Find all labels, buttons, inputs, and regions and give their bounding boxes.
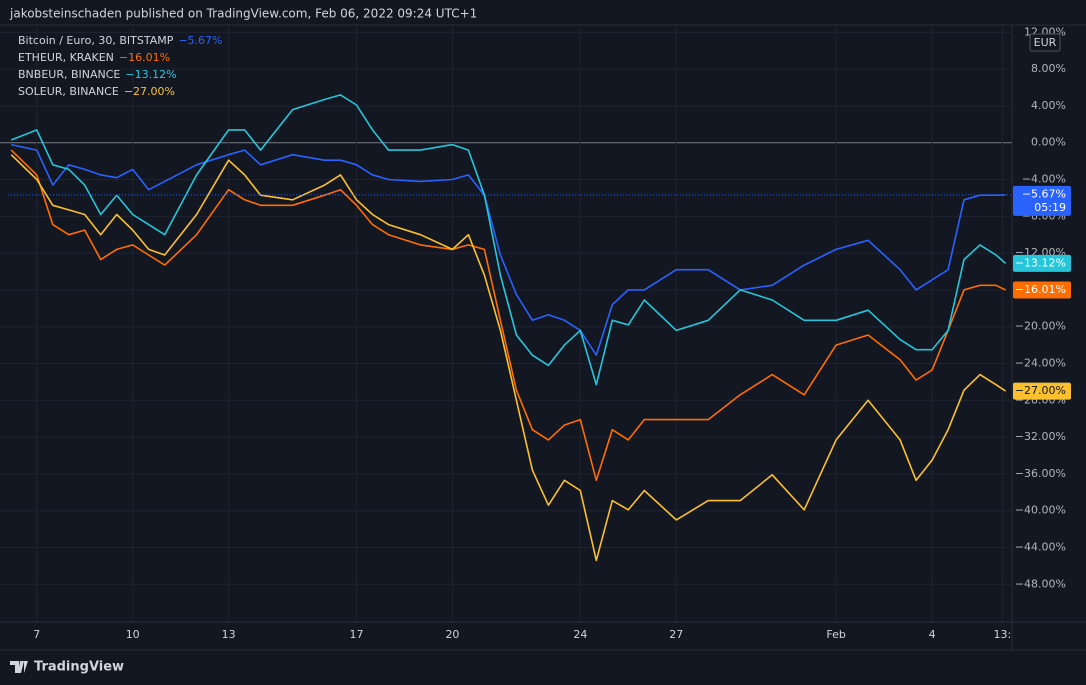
x-tick-label: 4 [929, 628, 936, 641]
y-tick-label: 8.00% [1031, 62, 1066, 75]
legend-name: ETHEUR, KRAKEN [18, 51, 114, 64]
y-tick-label: −32.00% [1015, 430, 1066, 443]
legend-value: −13.12% [125, 68, 176, 81]
y-tick-label: 0.00% [1031, 136, 1066, 149]
x-tick-label: 7 [33, 628, 40, 641]
logo-icon [10, 661, 28, 673]
series-line [10, 149, 1006, 482]
brand: TradingView [34, 660, 124, 675]
y-tick-label: −36.00% [1015, 467, 1066, 480]
legend-value: −5.67% [178, 34, 222, 47]
x-tick-label: 20 [445, 628, 459, 641]
legend-name: BNBEUR, BINANCE [18, 68, 120, 81]
axes: 12.00%8.00%4.00%0.00%−4.00%−8.00%−12.00%… [33, 25, 1071, 641]
y-tick-label: −20.00% [1015, 320, 1066, 333]
y-tick-label: −4.00% [1022, 173, 1066, 186]
x-tick-label: 27 [669, 628, 683, 641]
y-tick-label: −48.00% [1015, 577, 1066, 590]
legend-value: −16.01% [119, 51, 170, 64]
series-line [10, 94, 1007, 386]
series-line [10, 154, 1007, 562]
y-tick-label: −44.00% [1015, 540, 1066, 553]
x-tick-label: 13: [994, 628, 1012, 641]
x-tick-label: 24 [573, 628, 587, 641]
legend: Bitcoin / Euro, 30, BITSTAMP −5.67% ETHEUR… [18, 34, 223, 98]
last-value-box [1013, 281, 1071, 299]
legend-name: SOLEUR, BINANCE [18, 85, 119, 98]
last-value-label: −5.67% [1022, 187, 1066, 200]
y-tick-label: −24.00% [1015, 357, 1066, 370]
currency: EUR [1034, 36, 1057, 49]
x-tick-label: 13 [222, 628, 236, 641]
bar-countdown: 05:19 [1034, 201, 1066, 214]
plot-area [8, 94, 1012, 562]
x-tick-label: 10 [126, 628, 140, 641]
last-value-label: −13.12% [1015, 256, 1066, 269]
last-value-box [1013, 382, 1071, 400]
last-value-box [1013, 254, 1071, 272]
x-tick-label: 17 [350, 628, 364, 641]
last-value-label: −16.01% [1015, 283, 1066, 296]
brand-logo: TradingView [10, 660, 124, 675]
currency-box[interactable] [1029, 33, 1061, 52]
legend-name: Bitcoin / Euro, 30, BITSTAMP [18, 34, 174, 47]
series-line [11, 143, 1006, 356]
last-value-label: −27.00% [1015, 384, 1066, 397]
grid [0, 25, 1012, 622]
published-line: jakobsteinschaden published on TradingVi… [9, 7, 477, 21]
y-tick-label: −40.00% [1015, 504, 1066, 517]
y-tick-label: 4.00% [1031, 99, 1066, 112]
legend-value: −27.00% [124, 85, 175, 98]
x-tick-label: Feb [826, 628, 845, 641]
last-value-box [1013, 185, 1071, 216]
